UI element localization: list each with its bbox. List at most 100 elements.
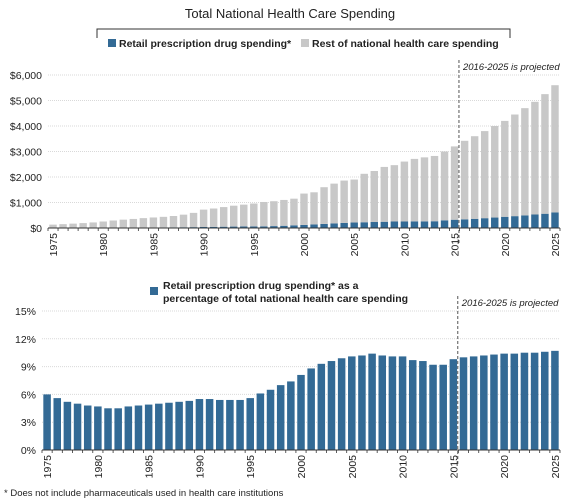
bottom-bar-primary [215, 399, 224, 450]
top-bar-secondary [230, 205, 238, 227]
bottom-bar-primary [297, 374, 305, 450]
top-bar-primary [330, 223, 338, 228]
top-bar-primary [240, 226, 248, 228]
top-bar-secondary [79, 223, 87, 228]
top-bar-primary [270, 226, 278, 228]
bottom-bar-primary [104, 408, 112, 450]
top-bar-primary [199, 226, 208, 228]
bottom-y-tick-label: 6% [21, 389, 36, 401]
bottom-projection-note: 2016-2025 is projected [461, 298, 559, 309]
bottom-bar-primary [236, 399, 244, 450]
top-bar-primary [360, 222, 368, 228]
bottom-x-tick-label: 1985 [144, 455, 156, 479]
bottom-x-tick-label: 2010 [398, 455, 410, 479]
bottom-bar-primary [246, 398, 254, 450]
bottom-y-tick-label: 9% [21, 362, 36, 374]
top-bar-primary [521, 215, 529, 228]
top-x-tick-label: 2000 [299, 233, 311, 257]
bottom-bar-primary [358, 355, 366, 450]
bottom-bar-primary [500, 353, 508, 450]
bottom-bar-primary [551, 350, 559, 450]
bottom-y-tick-label: 12% [15, 334, 36, 346]
top-bar-primary [470, 218, 479, 228]
top-bar-primary [480, 218, 489, 228]
top-bar-primary [219, 226, 228, 228]
top-bar-secondary [440, 151, 449, 221]
bottom-bar-primary [408, 360, 417, 450]
top-bar-secondary [360, 173, 368, 223]
top-bar-primary [460, 219, 469, 228]
top-bar-primary [370, 222, 378, 228]
bottom-bar-primary [419, 361, 427, 450]
top-bar-secondary [270, 201, 278, 227]
top-bar-primary [230, 226, 238, 228]
top-bar-secondary [169, 216, 178, 228]
top-bar-primary [450, 219, 459, 228]
bottom-bar-primary [53, 398, 61, 450]
legend-label-pct-line1: Retail prescription drug spending* as a [163, 280, 359, 292]
top-y-tick-label: $6,000 [10, 70, 42, 82]
top-bar-secondary [511, 114, 519, 217]
top-bar-secondary [49, 224, 57, 228]
top-bar-primary [390, 221, 399, 228]
bottom-bar-primary [195, 399, 204, 450]
top-bar-secondary [209, 208, 218, 227]
title-bracket [96, 28, 511, 38]
top-bar-secondary [501, 120, 509, 217]
top-bar-secondary [350, 179, 358, 223]
legend-swatch-rest [301, 39, 309, 47]
bottom-x-tick-label: 1980 [93, 455, 105, 479]
bottom-legend: Retail prescription drug spending* as a … [150, 280, 408, 305]
top-bar-primary [511, 216, 519, 228]
bottom-y-tick-label: 3% [21, 417, 36, 429]
bottom-bar-primary [276, 385, 285, 450]
legend-swatch-rx [108, 39, 116, 47]
legend-label-rx: Retail prescription drug spending* [119, 38, 292, 50]
top-bar-secondary [541, 94, 549, 214]
top-bar-secondary [139, 218, 148, 228]
top-bar-secondary [240, 204, 248, 227]
legend-label-pct-line2: percentage of total national health care… [163, 293, 408, 305]
top-bar-primary [501, 216, 509, 228]
top-bar-primary [260, 226, 268, 228]
bottom-y-tick-label: 0% [21, 445, 36, 457]
bottom-bar-primary [459, 357, 468, 450]
top-bar-secondary [450, 146, 459, 220]
top-bar-secondary [250, 203, 258, 227]
bottom-bar-primary [124, 406, 133, 450]
top-bar-primary [491, 217, 499, 228]
legend-label-rest: Rest of national health care spending [312, 38, 499, 50]
bottom-y-tick-label: 15% [15, 306, 36, 318]
top-bar-secondary [380, 166, 389, 222]
bottom-bar-primary [439, 364, 447, 450]
bottom-x-tick-label: 1995 [245, 455, 257, 479]
bottom-x-tick-label: 2015 [448, 455, 460, 479]
top-bar-primary [551, 212, 559, 228]
top-projection-note: 2016-2025 is projected [462, 62, 560, 73]
top-x-tick-label: 1995 [249, 233, 261, 257]
top-bar-secondary [420, 157, 429, 222]
bottom-bar-primary [165, 402, 173, 450]
top-bar-secondary [521, 108, 529, 216]
bottom-bar-primary [348, 356, 356, 450]
bottom-chart: 0% 3% 6% 9% 12% 15% 1975 1980 1985 1990 1995 2000 20… [15, 296, 562, 478]
bottom-x-tick-label: 2025 [550, 455, 562, 479]
top-bar-secondary [491, 126, 499, 218]
top-x-tick-label: 2005 [349, 233, 361, 257]
top-y-tick-label: $1,000 [10, 198, 42, 210]
bottom-bar-primary [73, 403, 82, 450]
top-bar-primary [420, 221, 429, 228]
top-x-tick-label: 2020 [500, 233, 512, 257]
top-x-tick-label: 2010 [399, 233, 411, 257]
top-bar-secondary [551, 85, 559, 213]
top-bar-secondary [340, 180, 348, 223]
bottom-bar-primary [388, 356, 397, 450]
top-y-tick-label: $4,000 [10, 121, 42, 133]
top-bar-secondary [460, 140, 469, 220]
top-bar-primary [400, 221, 409, 228]
bottom-bar-primary [429, 364, 437, 450]
top-bar-secondary [470, 136, 479, 219]
top-y-tick-label: $5,000 [10, 96, 42, 108]
top-bar-secondary [310, 192, 318, 225]
